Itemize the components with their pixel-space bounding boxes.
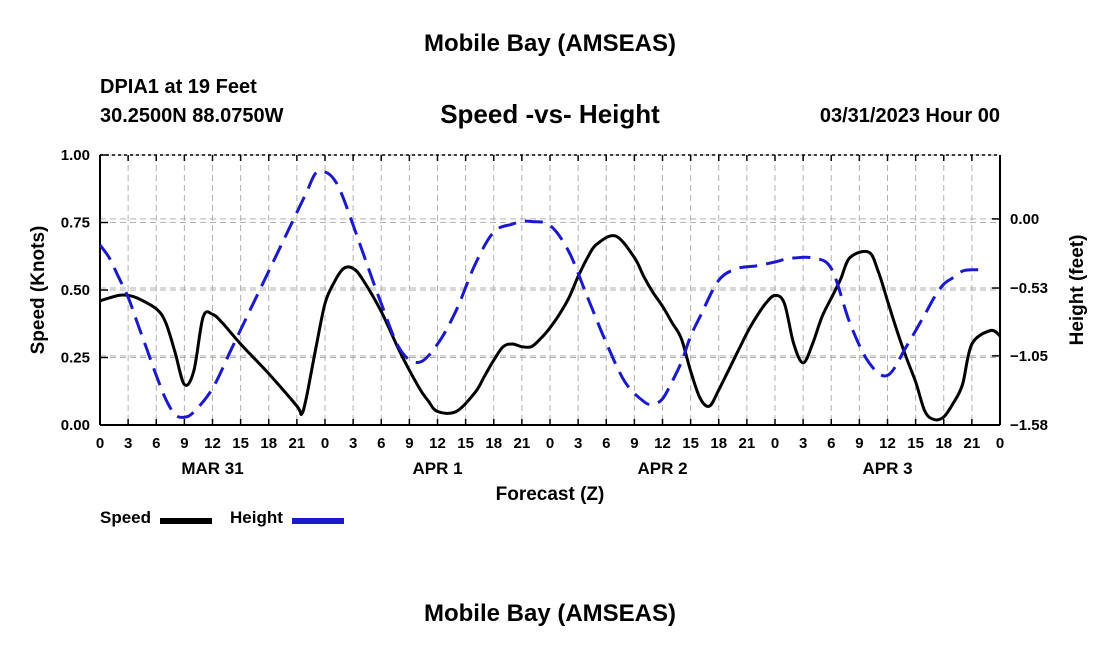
x-tick-label: 6	[152, 435, 160, 452]
speed-series-line	[99, 234, 1001, 422]
x-tick-label: 0	[96, 435, 104, 452]
x-tick-label: 9	[405, 435, 413, 452]
chart-title: Speed -vs- Height	[440, 99, 660, 129]
x-tick-label: 12	[204, 435, 221, 452]
x-tick-label: 3	[799, 435, 807, 452]
x-tick-label: 21	[514, 435, 531, 452]
x-tick-label: 3	[349, 435, 357, 452]
x-tick-label: 12	[654, 435, 671, 452]
x-tick-label: 12	[429, 435, 446, 452]
y-tick-label: 0.50	[61, 282, 90, 299]
x-tick-label: 21	[739, 435, 756, 452]
x-tick-label: 3	[574, 435, 582, 452]
grid-layer	[99, 154, 1001, 426]
next-chart-title: Mobile Bay (AMSEAS)	[423, 600, 677, 627]
x-tick-label: 12	[879, 435, 896, 452]
y2-tick-label: −0.53	[1010, 280, 1048, 297]
y-tick-label: 0.25	[61, 350, 90, 367]
axes-layer: 0 3 6 9 12 15 18 21 0 3 6 9 12 15 18 21 0 3 6 9 12 15 18 21 0 3 6 9…	[61, 147, 1048, 478]
x-tick-label: 18	[710, 435, 727, 452]
x-tick-label: 6	[602, 435, 610, 452]
y2-axis-label: Height (feet)	[1067, 235, 1088, 346]
legend-speed-label: Speed	[100, 508, 152, 527]
date-label: APR 2	[637, 459, 687, 478]
x-tick-label: 15	[907, 435, 924, 452]
x-tick-label: 18	[935, 435, 952, 452]
main-title: Mobile Bay (AMSEAS)	[423, 30, 677, 57]
station-label: DPIA1 at 19 Feet	[100, 76, 257, 98]
y2-tick-label: −1.58	[1010, 417, 1048, 434]
legend-height-label: Height	[230, 508, 283, 527]
x-tick-label: 6	[377, 435, 385, 452]
x-tick-label: 0	[546, 435, 554, 452]
station-coordinates: 30.2500N 88.0750W	[100, 105, 284, 127]
y2-tick-label: 0.00	[1010, 211, 1039, 228]
y2-tick-label: −1.05	[1010, 348, 1048, 365]
date-label: APR 3	[862, 459, 912, 478]
series-layer	[98, 169, 1001, 422]
x-tick-label: 6	[827, 435, 835, 452]
x-tick-label: 15	[232, 435, 249, 452]
y-axis-label: Speed (Knots)	[28, 226, 49, 355]
x-tick-label: 18	[485, 435, 502, 452]
x-tick-label: 9	[180, 435, 188, 452]
x-tick-label: 0	[771, 435, 779, 452]
x-tick-label: 0	[996, 435, 1004, 452]
height-series-line	[98, 169, 982, 419]
y-tick-label: 0.00	[61, 417, 90, 434]
date-label: APR 1	[412, 459, 462, 478]
date-label: MAR 31	[181, 459, 243, 478]
x-axis-label: Forecast (Z)	[496, 484, 605, 505]
forecast-timestamp: 03/31/2023 Hour 00	[819, 105, 1000, 127]
x-tick-label: 9	[855, 435, 863, 452]
y-tick-label: 1.00	[61, 147, 90, 164]
x-tick-label: 15	[457, 435, 474, 452]
x-tick-label: 18	[260, 435, 277, 452]
y-tick-label: 0.75	[61, 215, 90, 232]
x-tick-label: 9	[630, 435, 638, 452]
x-tick-label: 15	[682, 435, 699, 452]
x-tick-label: 21	[289, 435, 306, 452]
x-tick-label: 0	[321, 435, 329, 452]
x-tick-label: 21	[964, 435, 981, 452]
x-tick-label: 3	[124, 435, 132, 452]
